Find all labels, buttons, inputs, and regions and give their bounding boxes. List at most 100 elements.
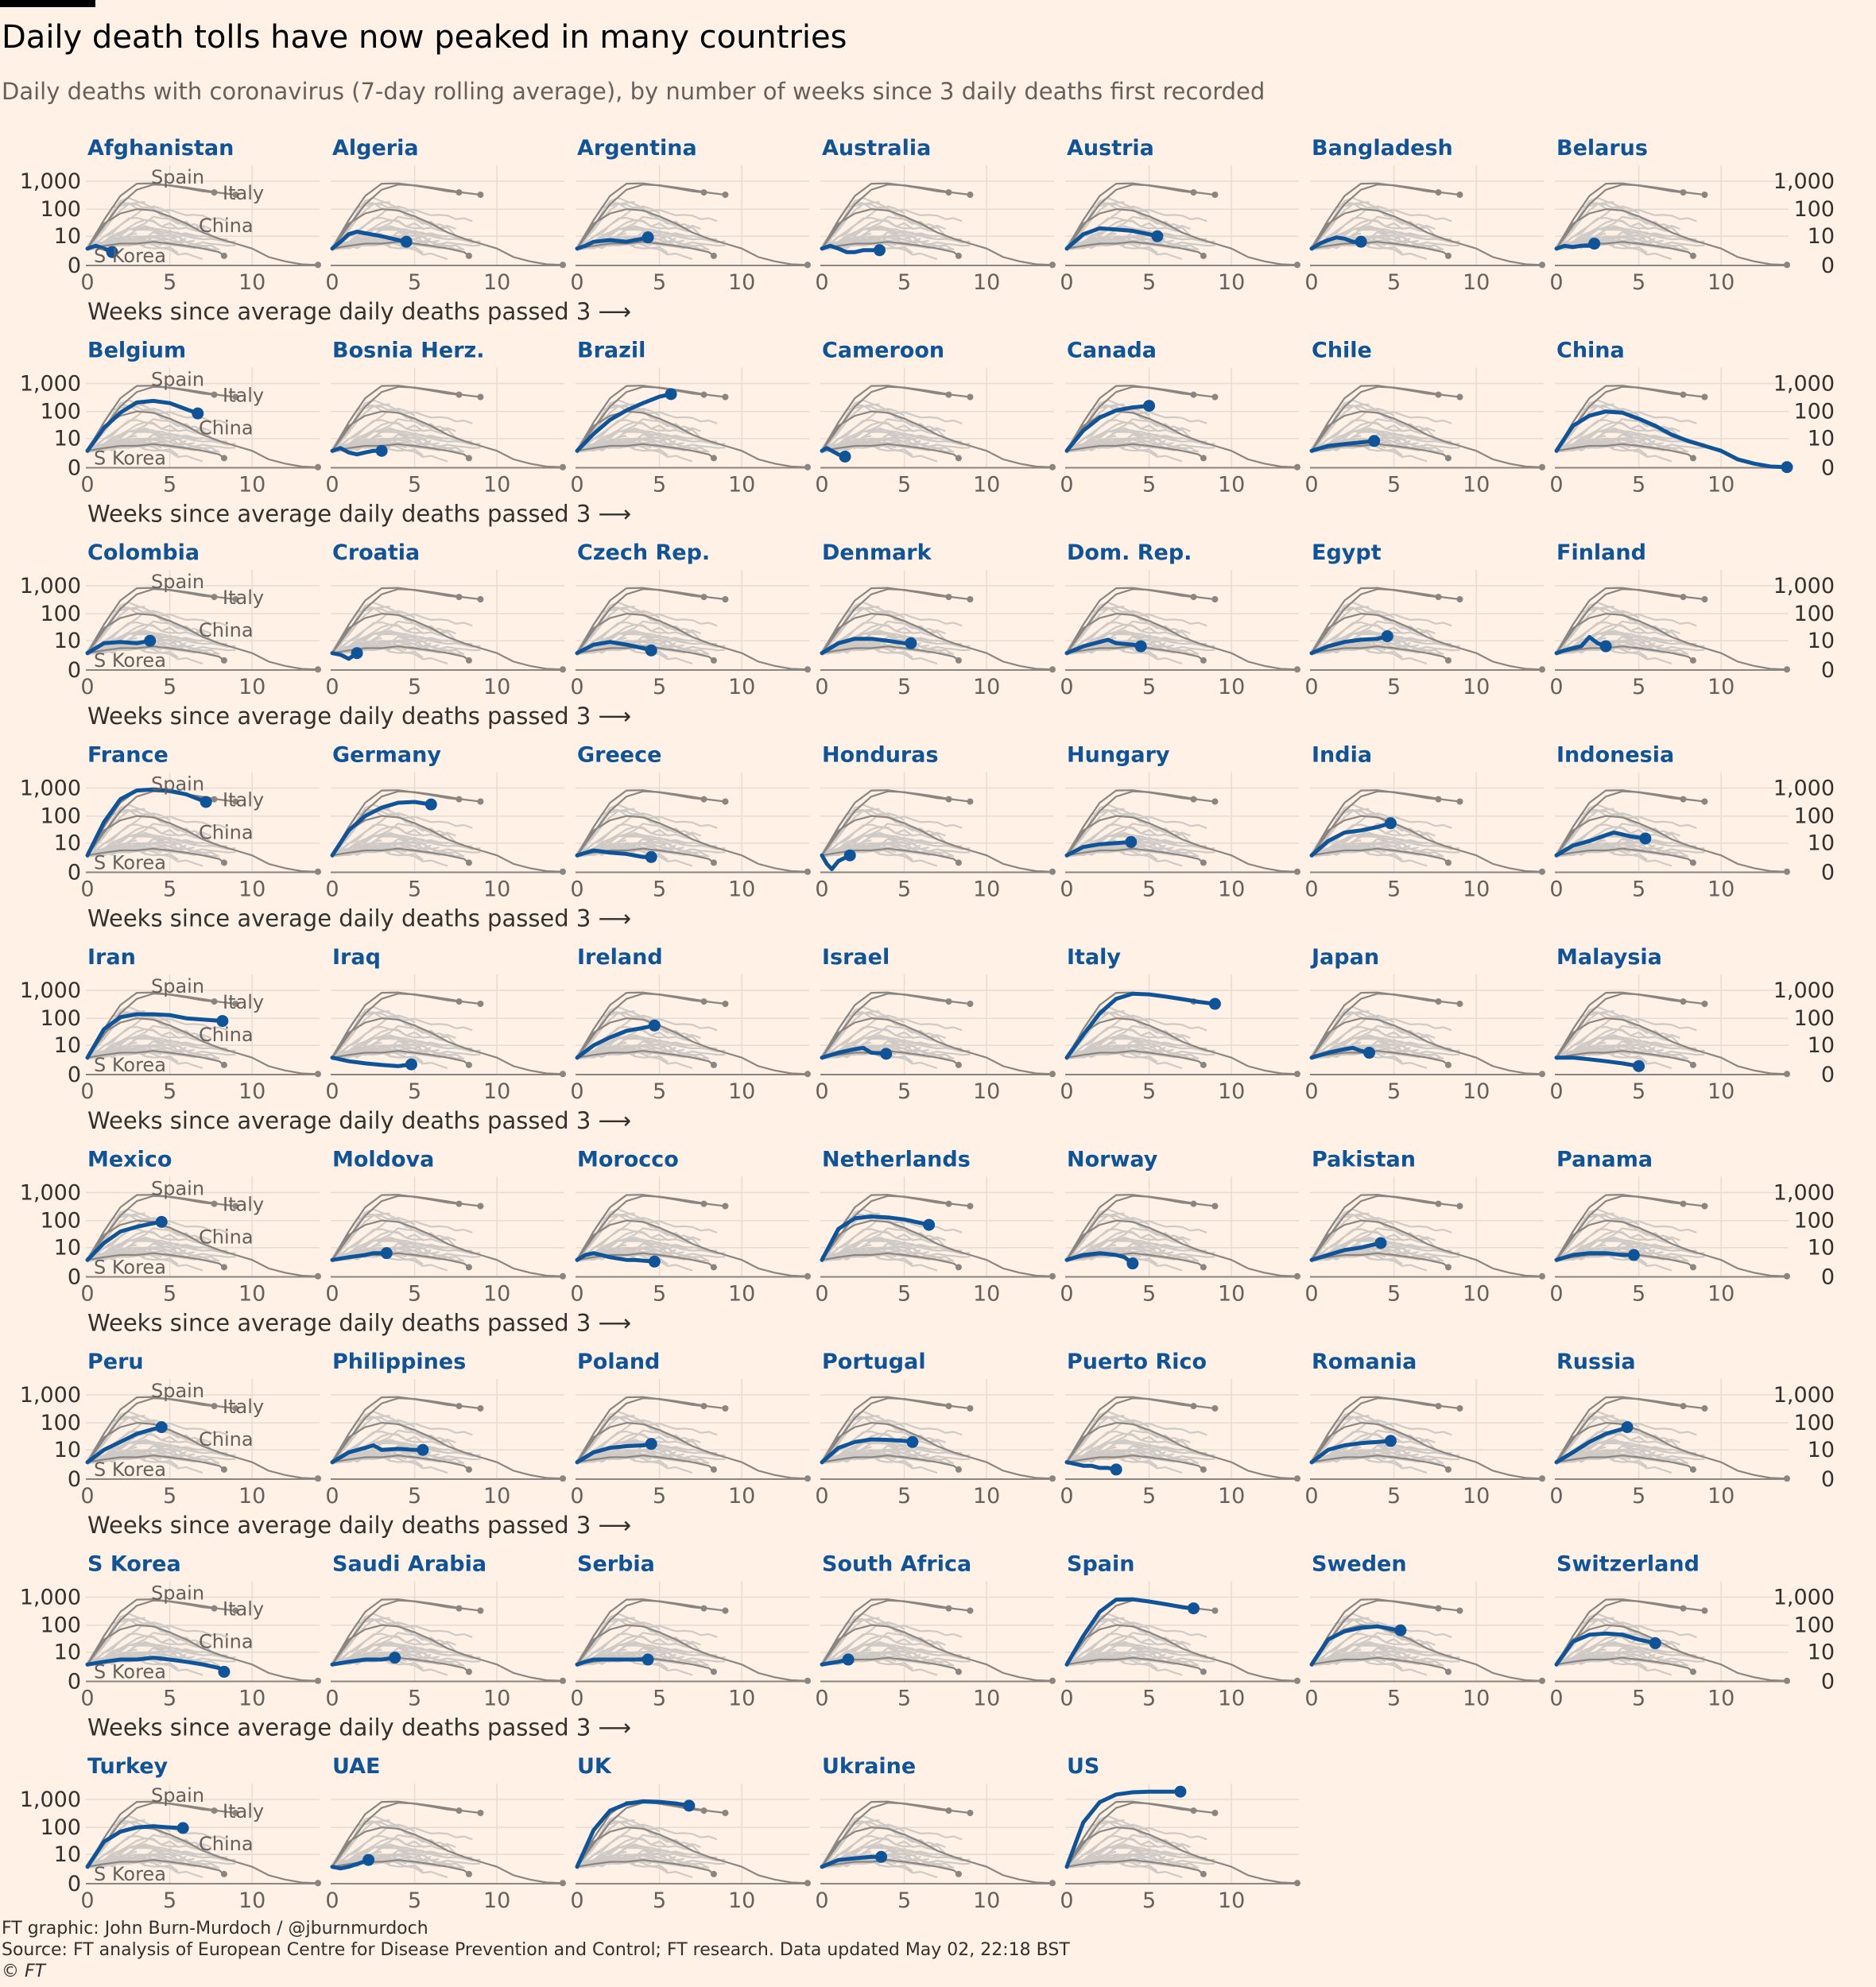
reference-end-dot (1294, 261, 1300, 269)
series-end-dot (648, 1019, 661, 1032)
x-tick-label: 5 (1632, 1079, 1645, 1104)
x-tick-label: 0 (1304, 1079, 1318, 1104)
x-tick-label: 5 (1142, 1888, 1156, 1913)
panel-south-africa: South Africa 0 5 10 (815, 1552, 1056, 1711)
series-line-egypt (1309, 634, 1390, 656)
x-tick-label: 5 (897, 675, 911, 699)
background-series-line (1066, 408, 1200, 451)
x-tick-label: 10 (728, 1079, 755, 1104)
background-series-line (576, 1416, 661, 1466)
x-tick-label: 0 (570, 1687, 583, 1711)
reference-end-dot (722, 596, 729, 603)
series-line-romania (1309, 1439, 1393, 1465)
x-tick-label: 0 (570, 1079, 583, 1104)
reference-end-dot (1539, 666, 1545, 673)
series-end-dot (1368, 435, 1381, 447)
series-end-dot (1627, 1249, 1640, 1261)
series-line-sweden (1309, 1624, 1403, 1667)
x-tick-label: 10 (728, 270, 755, 295)
series-line-morocco (575, 1251, 657, 1264)
reference-end-dot (1701, 1405, 1708, 1412)
background-series-line (1556, 610, 1689, 653)
reference-end-dot (967, 596, 974, 603)
reference-line-spain (1556, 1194, 1684, 1261)
reference-label-china: China (199, 1226, 254, 1249)
x-tick-label: 10 (238, 473, 266, 498)
reference-end-dot (560, 1475, 566, 1482)
x-tick-label: 5 (897, 1282, 911, 1307)
background-series-line (331, 1011, 416, 1061)
series-line-belgium (85, 398, 200, 453)
series-line-brazil (575, 392, 673, 453)
x-tick-label: 0 (80, 1282, 94, 1307)
reference-line-italy (1311, 1599, 1460, 1665)
reference-line-china (1556, 208, 1788, 266)
panel-title: Argentina (577, 136, 697, 161)
reference-line-china (1066, 1624, 1298, 1682)
panel-hungary: Hungary 0 5 10 (1060, 743, 1300, 902)
series-end-dot (874, 244, 886, 257)
reference-line-spain (576, 991, 704, 1059)
background-series-line (576, 808, 661, 859)
panel-title: Egypt (1312, 540, 1382, 565)
reference-end-dot (804, 1475, 811, 1482)
reference-label-spain: Spain (151, 369, 204, 391)
x-tick-label: 5 (1387, 877, 1401, 902)
x-tick-label: 0 (80, 1687, 94, 1711)
x-tick-label: 0 (815, 1282, 828, 1307)
series-line-panama (1554, 1251, 1636, 1262)
reference-label-spain: Spain (151, 975, 204, 997)
reference-end-dot (477, 1203, 484, 1210)
y-tick-label: 0 (68, 456, 81, 481)
reference-line-s-korea (331, 443, 470, 459)
background-series-line (1066, 1420, 1200, 1462)
series-line-portugal (820, 1437, 915, 1465)
x-tick-label: 5 (1142, 1282, 1156, 1307)
reference-line-china (821, 1422, 1053, 1480)
x-tick-label: 0 (1549, 877, 1563, 902)
y-tick-label: 100 (40, 1209, 81, 1234)
reference-line-s-korea (1311, 645, 1449, 661)
y-tick-label: 10 (54, 629, 81, 653)
x-tick-label: 10 (973, 877, 1000, 902)
background-series-line (576, 812, 710, 855)
reference-line-spain (576, 1598, 704, 1665)
reference-label-italy: Italy (223, 789, 264, 811)
x-tick-label: 10 (238, 1687, 266, 1711)
reference-line-italy (821, 184, 971, 250)
reference-end-dot (477, 1607, 484, 1614)
reference-end-dot (1456, 596, 1463, 603)
reference-line-italy (1311, 1397, 1460, 1463)
reference-line-china (821, 1017, 1053, 1075)
background-series-line (1311, 1213, 1395, 1264)
series-line-honduras (820, 853, 852, 871)
reference-label-s-korea: S Korea (94, 1458, 166, 1481)
series-end-dot (155, 1215, 168, 1228)
background-series-line (87, 1416, 171, 1466)
background-series-line (821, 812, 955, 855)
y-tick-label: 10 (54, 1236, 81, 1261)
x-tick-label: 10 (1707, 1687, 1735, 1711)
reference-line-s-korea (821, 1050, 959, 1066)
x-tick-label: 10 (1463, 1687, 1490, 1711)
reference-line-italy (1556, 184, 1705, 250)
series-line-chile (1309, 439, 1377, 453)
reference-line-china (87, 208, 319, 266)
series-line-austria (1064, 226, 1160, 251)
series-line-bangladesh (1309, 235, 1363, 251)
reference-end-dot (232, 1001, 239, 1008)
x-tick-label: 10 (483, 675, 510, 699)
x-tick-label: 0 (570, 270, 583, 295)
series-end-dot (906, 1435, 919, 1448)
reference-end-dot (955, 1061, 962, 1068)
reference-end-dot (967, 1607, 974, 1614)
reference-line-s-korea (1066, 1454, 1204, 1470)
reference-end-dot (710, 1061, 717, 1068)
reference-line-china (576, 815, 808, 873)
x-tick-label: 5 (408, 270, 421, 295)
reference-end-dot (1294, 463, 1300, 471)
background-series-line (1556, 606, 1640, 657)
reference-line-spain (1311, 587, 1439, 654)
reference-end-dot (1701, 1203, 1708, 1210)
x-tick-label: 10 (1707, 270, 1735, 295)
